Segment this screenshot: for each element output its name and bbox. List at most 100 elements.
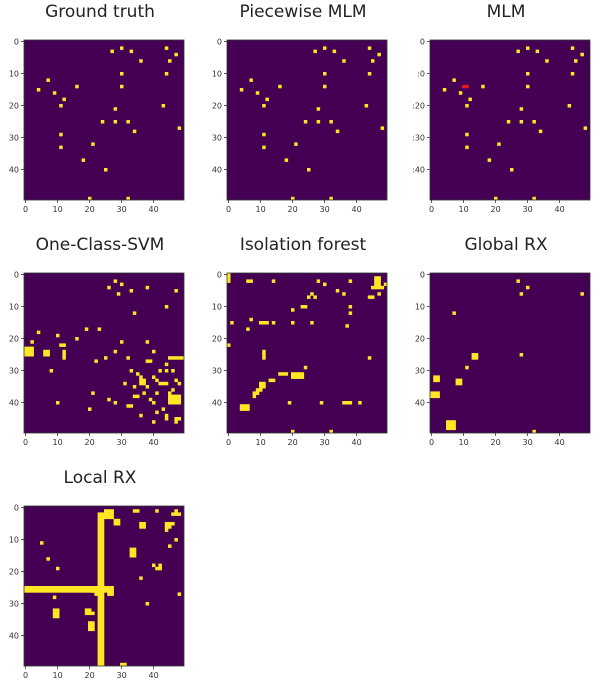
anomaly-cell [526, 285, 530, 290]
anomaly-cell [262, 321, 266, 325]
anomaly-cell [168, 401, 172, 405]
anomaly-cell [497, 142, 501, 146]
anomaly-cell [380, 285, 385, 290]
anomaly-cell [129, 547, 134, 552]
x-tick-label: 40 [149, 438, 159, 447]
anomaly-cell [132, 509, 137, 513]
x-tick-label: 20 [85, 438, 95, 447]
anomaly-cell [494, 196, 498, 201]
anomaly-cell [155, 566, 159, 571]
anomaly-cell [230, 321, 234, 325]
anomaly-cell [155, 378, 159, 383]
heatmap-ground-truth: 0 0 10 10 20 20 30 30 40 40 [9, 38, 185, 214]
anomaly-cell [107, 285, 111, 290]
anomaly-cell [446, 426, 450, 431]
anomaly-cell [371, 59, 375, 63]
anomaly-cell [329, 196, 333, 201]
anomaly-line [24, 589, 108, 593]
x-tick-label: 0 [226, 438, 231, 447]
anomaly-cell [545, 59, 549, 63]
anomaly-cell [313, 49, 317, 54]
x-tick-label: 20 [491, 205, 501, 214]
anomaly-cell [27, 349, 31, 354]
anomaly-cell [113, 120, 118, 124]
anomaly-cell [113, 401, 118, 405]
anomaly-cell [113, 279, 118, 283]
y-tick-label: 10 [9, 303, 19, 312]
anomaly-cell [52, 608, 57, 612]
anomaly-cell [377, 292, 381, 296]
anomaly-cell [75, 337, 79, 341]
anomaly-cell [316, 279, 321, 283]
anomaly-cell [313, 295, 317, 299]
anomaly-cell [465, 104, 469, 108]
anomaly-cell [271, 321, 276, 325]
anomaly-cell [383, 282, 388, 287]
anomaly-cell [142, 525, 146, 529]
anomaly-cell [46, 78, 50, 82]
anomaly-cell [294, 375, 298, 379]
y-tick-label: :30 [412, 134, 425, 143]
anomaly-cell [164, 525, 169, 529]
x-tick-label: 30 [523, 438, 533, 447]
anomaly-cell [580, 292, 584, 296]
axes-frame [23, 272, 185, 434]
anomaly-cell [377, 282, 381, 287]
anomaly-cell [239, 404, 244, 408]
x-tick-label: 0 [226, 205, 231, 214]
y-tick-label: 0 [420, 271, 425, 280]
anomaly-cell [84, 608, 89, 612]
panel-local-rx: Local RX 0 0 10 10 20 20 30 30 40 40 [0, 466, 200, 694]
panel-title: Local RX [63, 468, 137, 488]
anomaly-cell [164, 362, 169, 367]
x-tick-label: 0 [23, 438, 28, 447]
anomaly-cell [94, 359, 98, 363]
anomaly-cell [110, 586, 114, 590]
anomaly-cell [268, 378, 273, 383]
anomaly-cell [377, 279, 381, 283]
anomaly-cell [155, 410, 159, 415]
anomaly-cell [52, 91, 57, 95]
y-tick-label: 10 [9, 70, 19, 79]
anomaly-cell [171, 401, 175, 405]
anomaly-cell [88, 608, 92, 612]
anomaly-cell [452, 423, 456, 427]
heatmap-piecewise-mlm: 0 0 10 10 20 20 30 30 40 40 [212, 38, 388, 214]
anomaly-cell [171, 512, 175, 516]
anomaly-cell [110, 589, 114, 593]
anomaly-cell [164, 381, 169, 386]
anomaly-cell [171, 388, 175, 392]
anomaly-cell [132, 385, 137, 389]
anomaly-cell [168, 525, 172, 529]
heatmap-local-rx: 0 0 10 10 20 20 30 30 40 40 [9, 504, 185, 680]
anomaly-cell [519, 292, 524, 296]
anomaly-cell [474, 353, 479, 357]
anomaly-cell [335, 129, 340, 134]
anomaly-cell [152, 420, 156, 424]
anomaly-cell [120, 662, 124, 667]
anomaly-cell [249, 317, 253, 322]
anomaly-cell [120, 340, 124, 344]
anomaly-cell [52, 614, 57, 619]
y-tick-label: 30 [9, 134, 19, 143]
anomaly-cell [227, 343, 231, 347]
x-tick-label: 0 [429, 438, 434, 447]
anomaly-cell [139, 59, 143, 63]
anomaly-cell [145, 340, 150, 344]
anomaly-cell [168, 397, 172, 402]
anomaly-cell [174, 378, 178, 383]
anomaly-cell [174, 356, 178, 360]
anomaly-cell [465, 145, 469, 150]
anomaly-cell [142, 522, 146, 526]
anomaly-cell [104, 356, 108, 360]
anomaly-cell [371, 285, 375, 290]
anomaly-cell [538, 129, 543, 134]
anomaly-cell [303, 365, 308, 370]
anomaly-cell [110, 592, 114, 596]
anomaly-cell [107, 509, 111, 513]
panel-title: Piecewise MLM [239, 2, 367, 22]
anomaly-cell [110, 515, 114, 520]
y-tick-label: 40 [415, 399, 425, 408]
anomaly-cell [52, 595, 57, 600]
anomaly-cell [307, 168, 311, 172]
